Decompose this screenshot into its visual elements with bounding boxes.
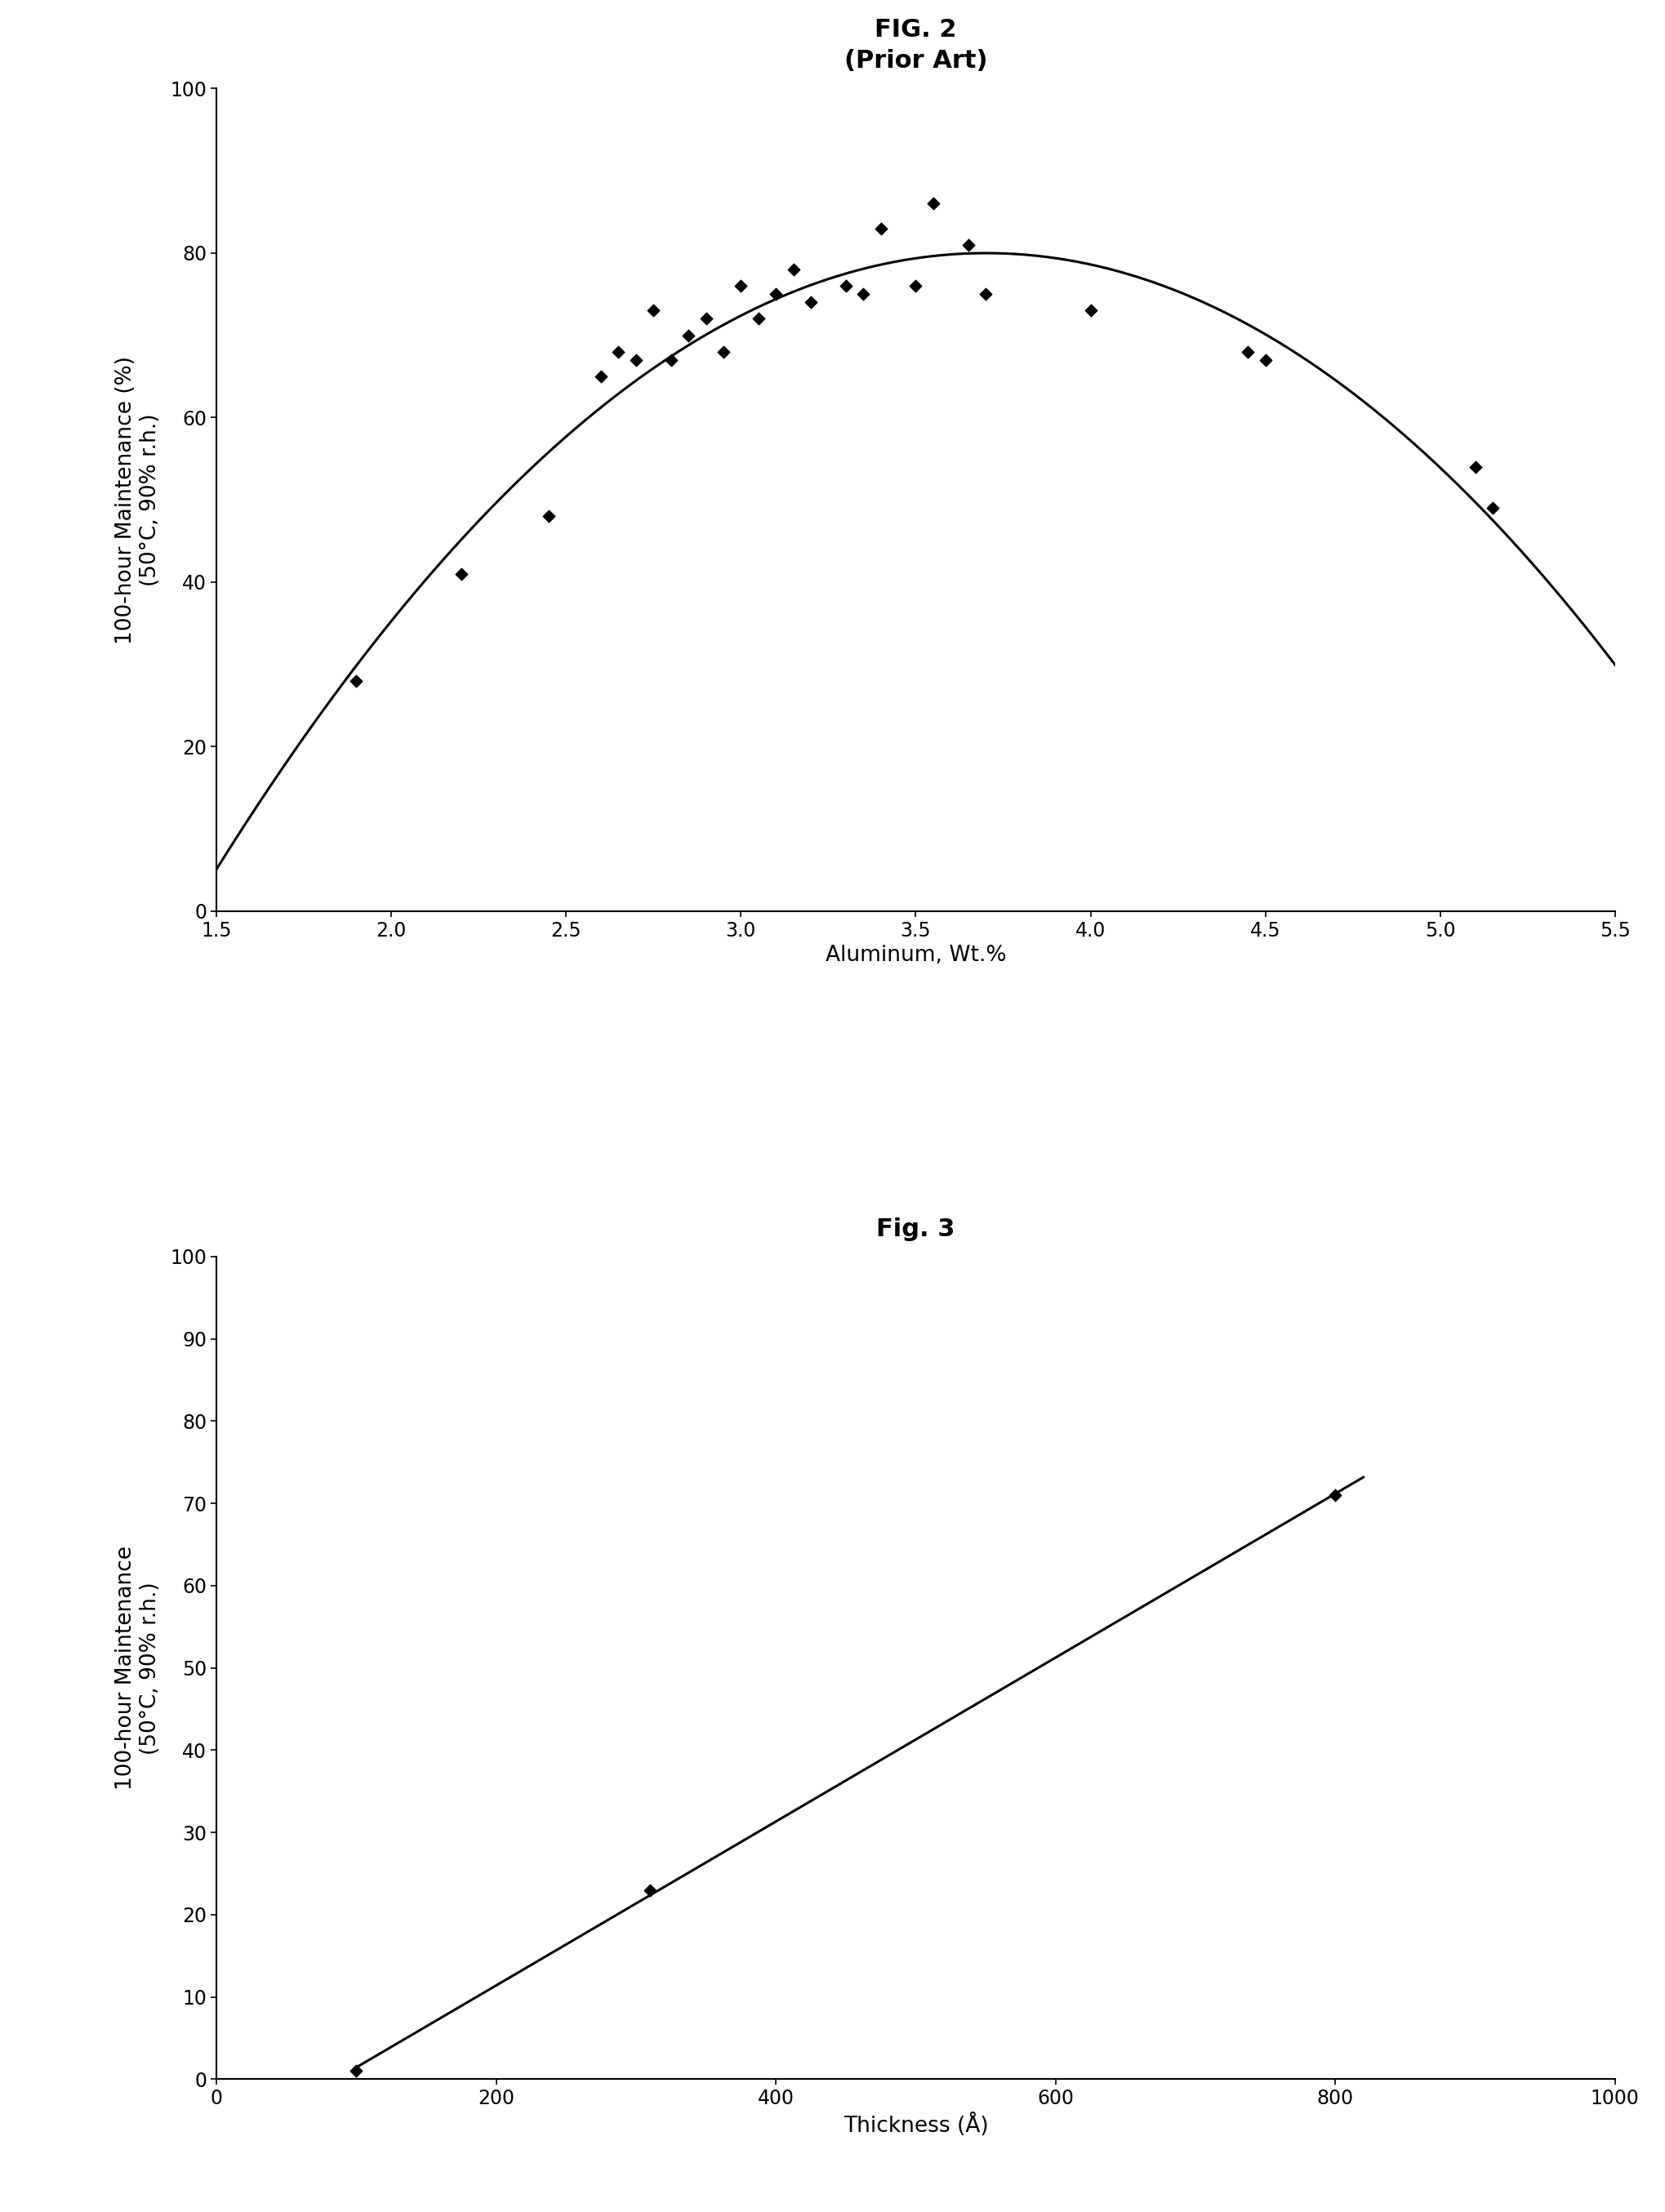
Point [779,252,808,288]
Point [658,343,684,378]
Point [972,276,999,312]
Point [763,276,789,312]
Point [623,343,649,378]
Point [832,268,859,303]
Point [728,268,754,303]
Point [1252,343,1279,378]
Point [956,228,982,263]
Point [919,186,946,221]
Point [693,301,719,336]
Point [1462,449,1489,484]
Point [343,664,370,699]
Y-axis label: 100-hour Maintenance
(50°C, 90% r.h.): 100-hour Maintenance (50°C, 90% r.h.) [115,1546,162,1790]
Point [711,334,738,369]
Point [641,292,668,327]
Point [867,210,894,246]
Title: Fig. 3: Fig. 3 [876,1217,956,1241]
Point [1322,1478,1349,1513]
Point [588,358,614,394]
X-axis label: Aluminum, Wt.%: Aluminum, Wt.% [826,945,1006,967]
Point [536,498,563,533]
Title: FIG. 2
(Prior Art): FIG. 2 (Prior Art) [844,18,987,73]
Point [851,276,877,312]
Point [343,2053,370,2088]
Point [902,268,929,303]
Point [746,301,773,336]
Point [636,1871,663,1907]
Y-axis label: 100-hour Maintenance (%)
(50°C, 90% r.h.): 100-hour Maintenance (%) (50°C, 90% r.h.… [115,356,162,644]
Point [676,319,703,354]
Point [798,285,824,321]
Point [1077,292,1104,327]
X-axis label: Thickness (Å): Thickness (Å) [842,2112,989,2137]
Point [606,334,633,369]
Point [448,555,475,591]
Point [1235,334,1262,369]
Point [1480,491,1507,526]
